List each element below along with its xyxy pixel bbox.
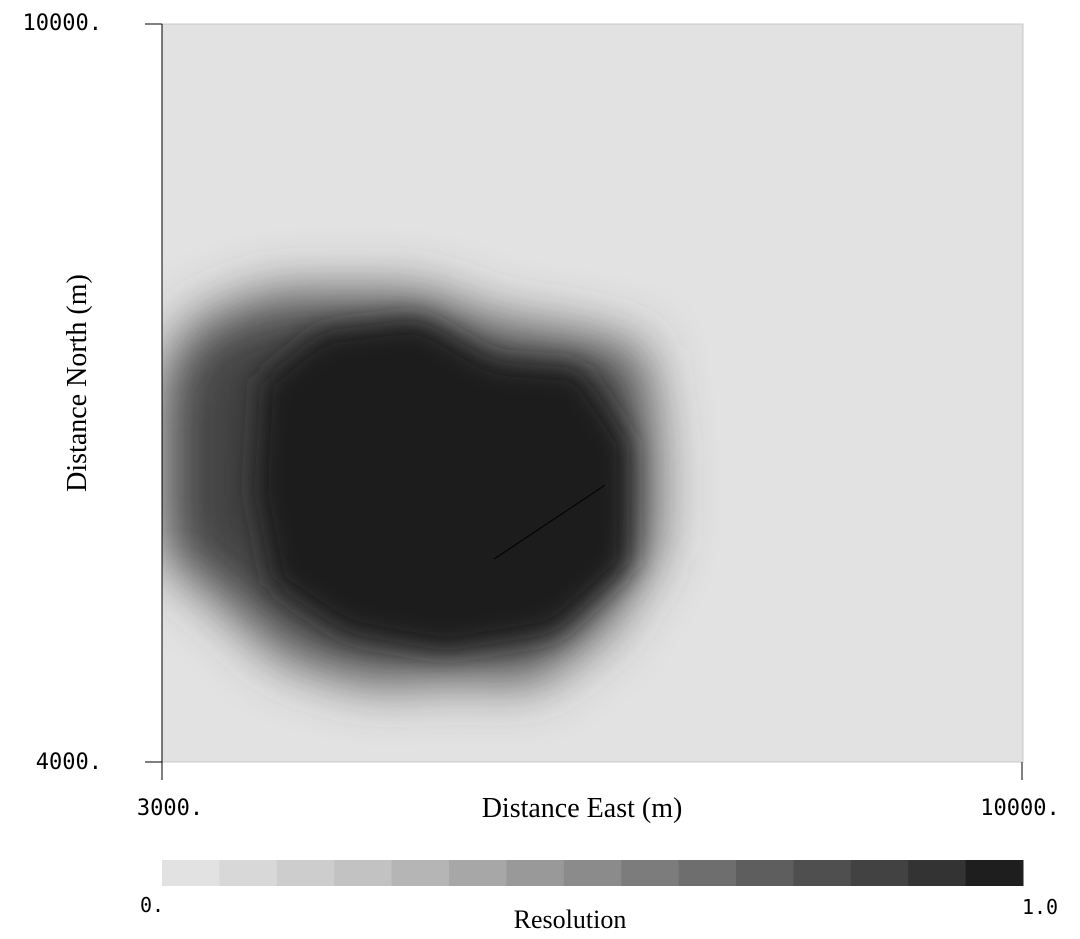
- axes: 10000. 4000. 3000. 10000. Distance East …: [23, 11, 1060, 824]
- x-tick-label-min: 3000.: [137, 796, 203, 821]
- feature-line: [493, 484, 606, 560]
- colorbar-swatches: [162, 860, 1024, 886]
- colorbar-min-label: 0.: [140, 893, 164, 917]
- colorbar-swatch: [908, 860, 967, 886]
- colorbar-swatch: [162, 860, 220, 886]
- x-tick-label-max: 10000.: [980, 796, 1059, 821]
- colorbar-swatch: [391, 860, 450, 886]
- colorbar-swatch: [678, 860, 737, 886]
- colorbar-swatch: [793, 860, 852, 886]
- colorbar-swatch: [334, 860, 393, 886]
- colorbar-swatch: [506, 860, 565, 886]
- plot-area: [161, 23, 1024, 763]
- colorbar-swatch: [563, 860, 622, 886]
- resolution-heatmap: [162, 294, 654, 682]
- colorbar-swatch: [276, 860, 335, 886]
- colorbar-swatch: [850, 860, 909, 886]
- colorbar-swatch: [219, 860, 278, 886]
- colorbar-swatch: [449, 860, 507, 886]
- y-axis-label: Distance North (m): [62, 274, 93, 492]
- resolution-zone-core: [254, 319, 630, 652]
- colorbar-swatch: [736, 860, 794, 886]
- colorbar-swatch: [621, 860, 680, 886]
- colorbar: 0. 1.0 Resolution: [140, 860, 1058, 934]
- y-tick-label-min: 4000.: [36, 750, 102, 775]
- y-tick-label-max: 10000.: [23, 11, 102, 36]
- x-axis-label: Distance East (m): [482, 793, 683, 824]
- colorbar-label: Resolution: [514, 905, 627, 934]
- colorbar-swatch: [965, 860, 1024, 886]
- colorbar-max-label: 1.0: [1022, 895, 1058, 919]
